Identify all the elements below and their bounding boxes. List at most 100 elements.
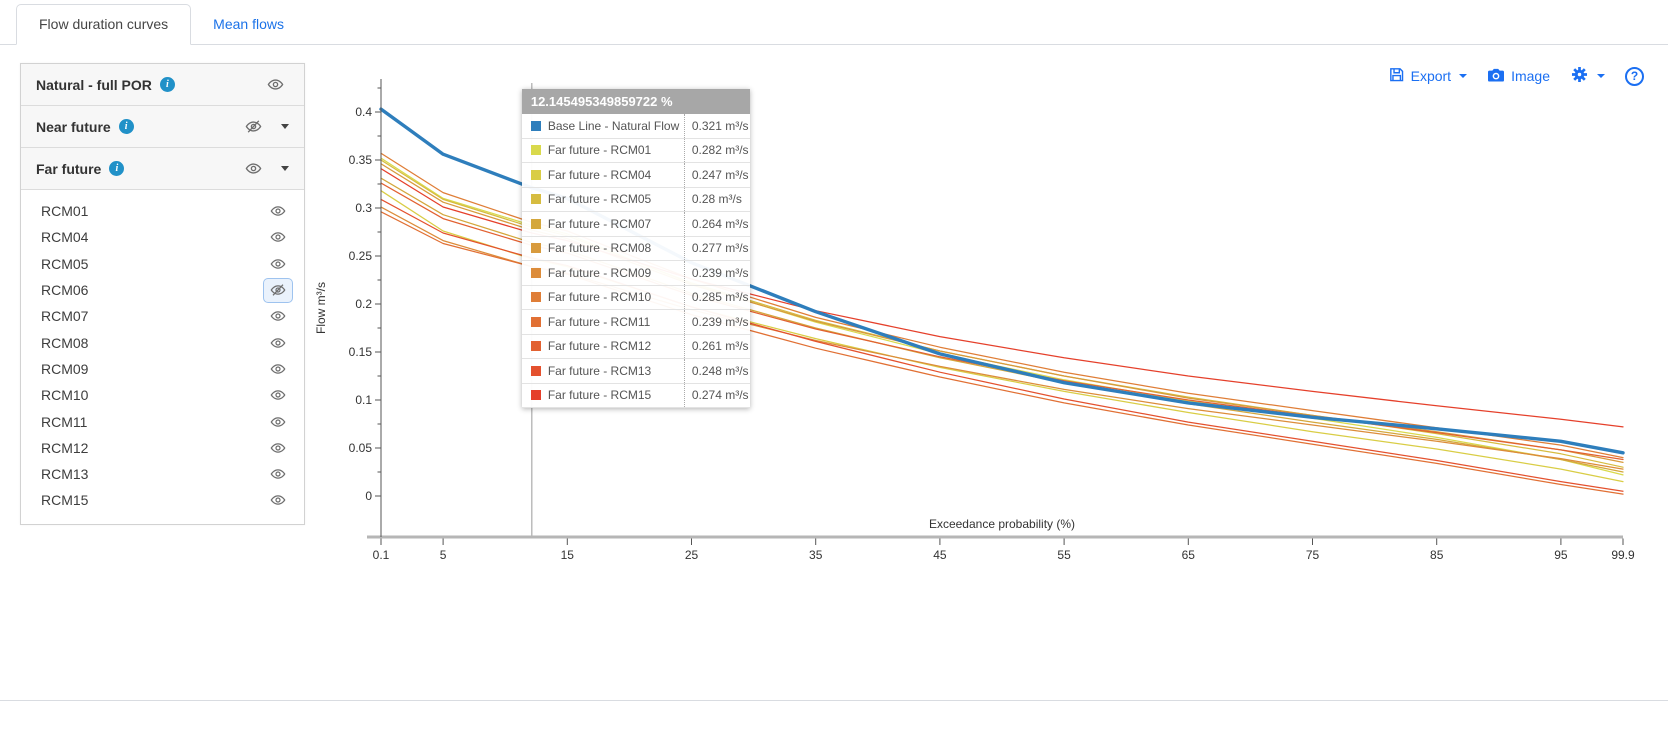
- sidebar-group-header[interactable]: Near future i: [21, 106, 304, 148]
- series-value: 0.247 m³/s: [683, 163, 750, 187]
- tooltip-header: 12.145495349859722 %: [521, 89, 750, 114]
- series-value: 0.282 m³/s: [683, 138, 750, 162]
- y-tick-label: 0.2: [355, 297, 372, 311]
- series-label: Far future - RCM08: [547, 241, 652, 256]
- model-row[interactable]: RCM13: [21, 461, 304, 487]
- gear-icon: [1570, 65, 1589, 87]
- model-label: RCM07: [41, 308, 89, 325]
- y-tick-label: 0.15: [349, 345, 373, 359]
- settings-button[interactable]: [1570, 65, 1605, 87]
- group-label: Far future: [36, 160, 102, 177]
- chart-plot[interactable]: 00.050.10.150.20.250.30.350.40.1 5 15 25 35 4…: [311, 59, 1641, 575]
- x-tick-label: 55: [1057, 548, 1071, 562]
- series-color-swatch: [530, 390, 541, 401]
- series-label: Base Line - Natural Flow: [547, 118, 680, 133]
- visibility-toggle[interactable]: [239, 157, 267, 180]
- x-tick-label: 5: [440, 548, 447, 562]
- model-row[interactable]: RCM07: [21, 303, 304, 329]
- tooltip-row: Far future - RCM12 0.261 m³/s: [521, 334, 750, 359]
- visibility-toggle[interactable]: [264, 463, 292, 486]
- y-tick-label: 0.25: [349, 249, 373, 263]
- series-color-swatch: [530, 243, 541, 254]
- model-label: RCM10: [41, 387, 89, 404]
- series-label: Far future - RCM15: [547, 388, 652, 403]
- chevron-down-icon: [1459, 74, 1468, 78]
- series-value: 0.239 m³/s: [683, 261, 750, 285]
- model-label: RCM15: [41, 492, 89, 509]
- visibility-toggle[interactable]: [264, 226, 292, 249]
- model-row[interactable]: RCM06: [21, 277, 304, 303]
- visibility-toggle[interactable]: [239, 115, 267, 138]
- sidebar-group-header[interactable]: Natural - full POR i: [21, 64, 304, 106]
- tab-mean-flows[interactable]: Mean flows: [213, 16, 284, 32]
- model-label: RCM01: [41, 203, 89, 220]
- model-row[interactable]: RCM11: [21, 408, 304, 434]
- model-row[interactable]: RCM05: [21, 251, 304, 277]
- x-tick-label: 15: [561, 548, 575, 562]
- x-tick-label: 85: [1430, 548, 1444, 562]
- model-label: RCM05: [41, 255, 89, 272]
- tooltip-row: Far future - RCM09 0.239 m³/s: [521, 261, 750, 286]
- visibility-toggle[interactable]: [264, 489, 292, 512]
- series-label: Far future - RCM09: [547, 265, 652, 280]
- model-row[interactable]: RCM01: [21, 198, 304, 224]
- visibility-toggle[interactable]: [264, 278, 292, 302]
- model-label: RCM06: [41, 282, 89, 299]
- visibility-toggle[interactable]: [264, 384, 292, 407]
- model-row[interactable]: RCM10: [21, 382, 304, 408]
- x-tick-label: 65: [1182, 548, 1196, 562]
- model-list: RCM01 RCM04 RCM05: [21, 190, 304, 524]
- model-row[interactable]: RCM08: [21, 329, 304, 355]
- y-tick-label: 0.05: [349, 441, 373, 455]
- series-color-swatch: [530, 145, 541, 156]
- sidebar-group-header[interactable]: Far future i: [21, 148, 304, 190]
- visibility-toggle[interactable]: [264, 410, 292, 433]
- series-value: 0.274 m³/s: [683, 383, 750, 407]
- camera-icon: [1487, 67, 1505, 86]
- x-tick-label: 0.1: [373, 548, 390, 562]
- info-icon[interactable]: i: [109, 161, 125, 176]
- export-button[interactable]: Export: [1388, 66, 1468, 86]
- tab-flow-duration-curves[interactable]: Flow duration curves: [16, 4, 192, 45]
- model-row[interactable]: RCM15: [21, 487, 304, 513]
- visibility-toggle[interactable]: [264, 331, 292, 354]
- model-label: RCM04: [41, 229, 89, 246]
- y-axis-title: Flow m³/s: [314, 282, 328, 334]
- tooltip-row: Far future - RCM05 0.28 m³/s: [521, 187, 750, 212]
- visibility-toggle[interactable]: [261, 73, 289, 96]
- chevron-down-icon[interactable]: [281, 124, 289, 129]
- series-value: 0.28 m³/s: [683, 187, 750, 211]
- model-label: RCM12: [41, 439, 89, 456]
- info-icon[interactable]: i: [118, 119, 134, 134]
- visibility-toggle[interactable]: [264, 305, 292, 328]
- series-color-swatch: [530, 365, 541, 376]
- info-icon[interactable]: i: [159, 77, 175, 92]
- group-label: Natural - full POR: [36, 76, 152, 93]
- model-row[interactable]: RCM12: [21, 435, 304, 461]
- series-value: 0.277 m³/s: [683, 236, 750, 260]
- model-row[interactable]: RCM04: [21, 224, 304, 250]
- visibility-toggle[interactable]: [264, 436, 292, 459]
- series-label: Far future - RCM12: [547, 339, 652, 354]
- series-color-swatch: [530, 316, 541, 327]
- visibility-toggle[interactable]: [264, 252, 292, 275]
- series-value: 0.264 m³/s: [683, 212, 750, 236]
- chart-toolbar: Export Image: [1388, 65, 1644, 87]
- model-row[interactable]: RCM09: [21, 356, 304, 382]
- series-label: Far future - RCM01: [547, 143, 652, 158]
- group-label: Near future: [36, 118, 111, 135]
- chart-tooltip: 12.145495349859722 % Base Line - Natural…: [521, 89, 750, 408]
- image-button[interactable]: Image: [1487, 67, 1550, 86]
- help-button[interactable]: ?: [1625, 66, 1644, 86]
- series-color-swatch: [530, 292, 541, 303]
- series-color-swatch: [530, 267, 541, 278]
- tooltip-row: Far future - RCM07 0.264 m³/s: [521, 212, 750, 237]
- series-sidebar: Natural - full POR i Near future i: [20, 63, 305, 525]
- y-tick-label: 0.3: [355, 201, 372, 215]
- chevron-down-icon: [1597, 74, 1605, 78]
- tooltip-row: Far future - RCM01 0.282 m³/s: [521, 138, 750, 163]
- x-axis-title: Exceedance probability (%): [929, 517, 1075, 531]
- visibility-toggle[interactable]: [264, 200, 292, 223]
- chevron-down-icon[interactable]: [281, 166, 289, 171]
- visibility-toggle[interactable]: [264, 357, 292, 380]
